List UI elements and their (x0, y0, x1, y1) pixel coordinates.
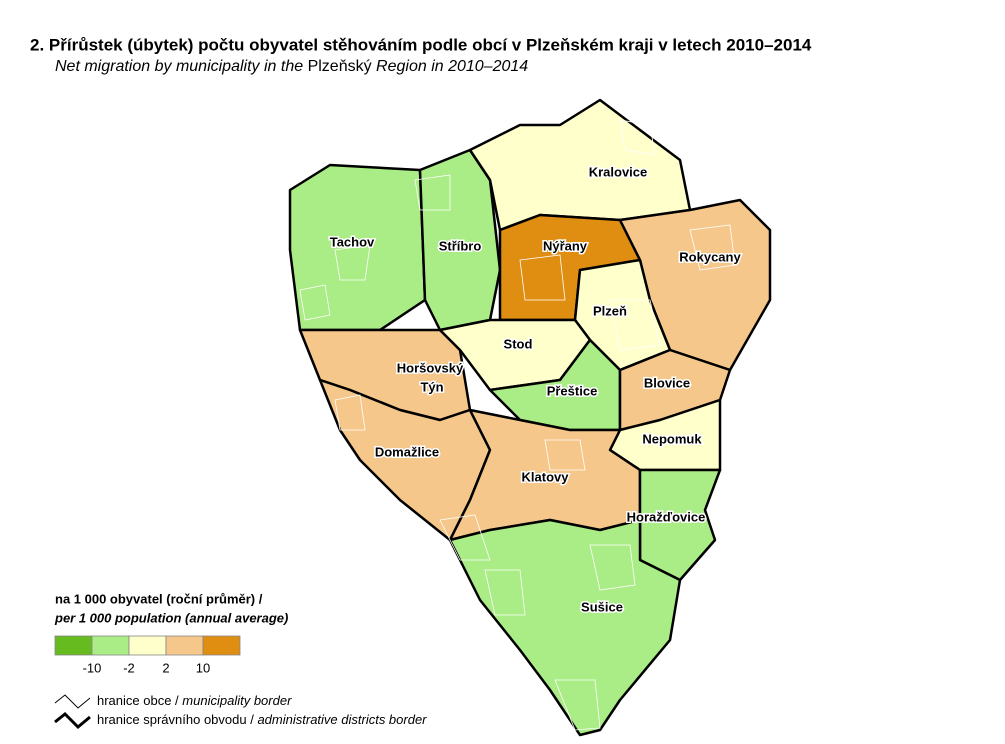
municipality (554, 679, 601, 731)
district (288, 163, 427, 332)
border-label-en: municipality border (182, 693, 292, 708)
municipality (334, 394, 366, 431)
district (638, 468, 722, 582)
border-label: hranice obce / (97, 693, 179, 708)
municipality (689, 224, 736, 271)
map: Tachov Stříbro Kralovice Nýřany Rokycany… (288, 98, 772, 737)
district-label: Nýřany (543, 238, 588, 253)
legend-swatch (165, 635, 204, 656)
district-label: Sušice (581, 599, 623, 614)
district-label: Rokycany (679, 249, 741, 264)
district-label: Horšovský (397, 360, 464, 375)
legend-swatch (54, 635, 93, 656)
district-label: Tachov (330, 234, 375, 249)
municipality (609, 299, 661, 351)
municipality (484, 569, 526, 616)
legend-swatch (91, 635, 130, 656)
municipality (334, 244, 371, 281)
municipality-patches (299, 119, 736, 731)
district-label: Stříbro (439, 238, 482, 253)
district-label: Horažďovice (627, 509, 706, 524)
district-label: Blovice (644, 375, 690, 390)
district (448, 518, 682, 737)
legend-title-en: per 1 000 population (annual average) (54, 610, 288, 625)
border-legend: hranice správního obvodu / administrativ… (97, 712, 427, 727)
municipality-border-icon (54, 694, 91, 709)
subtitle-part: Region in 2010–2014 (372, 58, 529, 75)
municipality (439, 514, 491, 561)
subtitle: Net migration by municipality in the Plz… (55, 58, 528, 75)
legend-break-label: 2 (162, 660, 169, 675)
municipality (519, 254, 566, 301)
legend-swatches: -10 -2 2 10 (54, 635, 241, 675)
municipality (619, 119, 656, 156)
legend-break-label: -10 (83, 660, 102, 675)
legend: na 1 000 obyvatel (roční průměr) / per 1… (54, 591, 427, 730)
subtitle-part: Net migration by municipality in the (55, 58, 308, 75)
subtitle-part: Plzeňský (308, 58, 372, 75)
municipality (544, 439, 586, 471)
municipality (299, 284, 331, 321)
district-label: Nepomuk (642, 431, 702, 446)
border-label: hranice správního obvodu / (97, 712, 254, 727)
district-label: Přeštice (547, 383, 598, 398)
district-label: Klatovy (522, 469, 570, 484)
title: 2. Přírůstek (úbytek) počtu obyvatel stě… (30, 35, 812, 54)
legend-swatch (128, 635, 167, 656)
municipality (589, 544, 636, 591)
border-label-en: administrative districts border (257, 712, 427, 727)
municipality (414, 174, 451, 211)
district-label: Stod (504, 336, 533, 351)
district-border-icon (54, 711, 91, 730)
legend-title: na 1 000 obyvatel (roční průměr) / (55, 591, 263, 606)
legend-swatch (202, 635, 241, 656)
district-label: Kralovice (589, 164, 648, 179)
legend-break-label: 10 (196, 660, 210, 675)
district-label: Týn (420, 379, 443, 394)
district (468, 98, 692, 232)
district-label: Domažlice (375, 444, 439, 459)
district-label: Plzeň (593, 303, 627, 318)
legend-break-label: -2 (123, 660, 135, 675)
border-legend: hranice obce / municipality border (97, 693, 292, 708)
